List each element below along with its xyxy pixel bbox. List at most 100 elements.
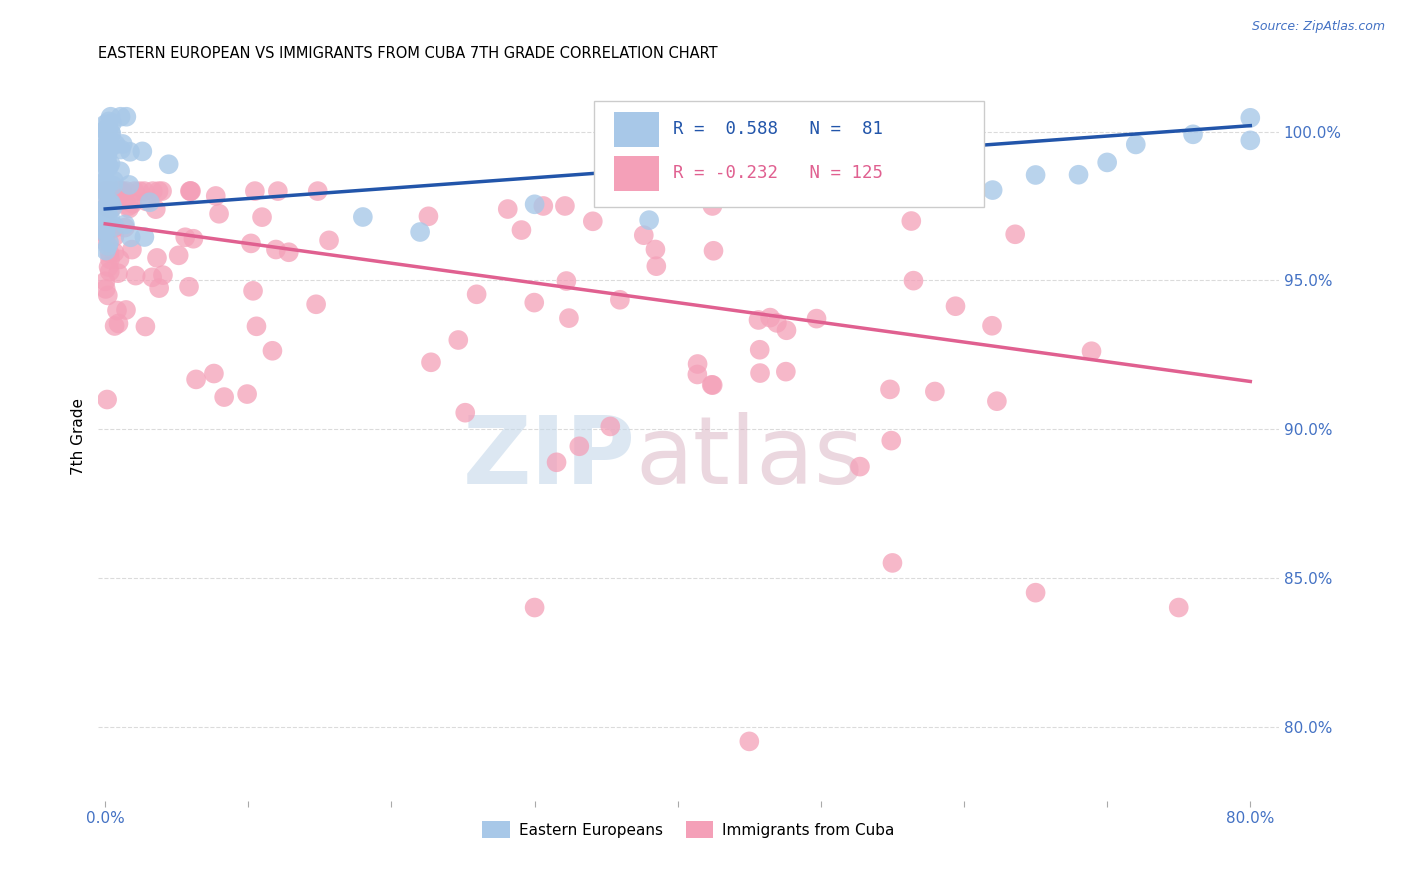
Point: [644, 243, 666, 257]
Point: [139, 195, 162, 210]
Point: [108, 184, 131, 198]
Point: [97, 124, 120, 138]
Text: R =  0.588   N =  81: R = 0.588 N = 81: [673, 120, 883, 138]
Point: [96, 121, 118, 136]
Point: [97, 114, 120, 128]
Point: [749, 366, 772, 380]
Point: [1182, 128, 1205, 142]
Point: [94, 223, 117, 237]
Point: [695, 191, 717, 205]
Point: [1239, 111, 1261, 125]
Point: [94, 162, 117, 177]
Point: [96, 199, 118, 213]
Text: atlas: atlas: [636, 412, 863, 504]
Point: [94, 211, 117, 226]
Point: [212, 390, 235, 404]
Point: [555, 274, 578, 288]
Point: [609, 293, 631, 307]
Point: [775, 323, 797, 337]
Point: [945, 299, 967, 313]
Point: [748, 343, 770, 357]
Point: [108, 186, 131, 200]
Point: [1095, 155, 1118, 169]
Point: [177, 279, 200, 293]
Point: [97, 130, 120, 145]
Point: [107, 317, 129, 331]
Point: [240, 236, 263, 251]
Point: [124, 184, 146, 198]
Point: [94, 202, 117, 216]
Point: [128, 184, 150, 198]
Point: [418, 209, 440, 223]
Point: [121, 196, 143, 211]
Point: [202, 367, 225, 381]
Point: [98, 211, 121, 226]
Point: [100, 202, 122, 216]
Point: [107, 266, 129, 280]
Point: [103, 173, 125, 187]
Point: [97, 208, 120, 222]
Point: [145, 202, 167, 216]
Point: [208, 207, 231, 221]
Point: [447, 333, 470, 347]
Point: [267, 184, 290, 198]
Point: [96, 126, 118, 140]
Point: [277, 245, 299, 260]
Point: [103, 229, 125, 244]
Point: [250, 210, 273, 224]
Point: [97, 186, 120, 200]
Point: [924, 384, 946, 399]
Point: [94, 176, 117, 190]
Point: [115, 110, 138, 124]
Point: [101, 178, 124, 193]
Point: [1080, 344, 1102, 359]
Point: [115, 302, 138, 317]
Text: R = -0.232   N = 125: R = -0.232 N = 125: [673, 163, 883, 182]
Point: [96, 392, 118, 407]
Point: [152, 268, 174, 282]
Point: [96, 150, 118, 164]
Point: [94, 117, 117, 131]
Point: [94, 174, 117, 188]
Point: [183, 232, 205, 246]
Point: [111, 184, 134, 198]
Point: [110, 143, 132, 157]
Point: [97, 144, 120, 158]
Point: [264, 243, 287, 257]
Point: [118, 202, 141, 216]
Point: [582, 214, 605, 228]
Point: [879, 383, 901, 397]
Point: [134, 230, 156, 244]
Point: [702, 378, 724, 392]
Point: [98, 184, 121, 198]
Point: [100, 196, 122, 211]
Point: [94, 226, 117, 240]
Point: [96, 141, 118, 155]
Point: [111, 136, 134, 151]
Point: [759, 310, 782, 325]
Point: [134, 184, 156, 198]
Point: [98, 252, 121, 267]
Point: [104, 318, 127, 333]
Point: [94, 234, 117, 248]
Point: [98, 235, 121, 250]
Point: [104, 137, 127, 152]
Point: [686, 357, 709, 371]
Point: [243, 184, 266, 198]
Point: [174, 230, 197, 244]
Point: [120, 230, 142, 244]
Point: [94, 182, 117, 196]
Point: [94, 145, 117, 159]
Point: [546, 455, 568, 469]
Point: [568, 439, 591, 453]
Point: [131, 145, 153, 159]
Point: [806, 311, 828, 326]
Point: [94, 227, 117, 241]
Point: [554, 199, 576, 213]
Point: [775, 365, 797, 379]
Point: [94, 274, 117, 288]
Point: [101, 201, 124, 215]
Point: [97, 288, 120, 302]
Point: [352, 210, 374, 224]
Point: [111, 184, 134, 198]
